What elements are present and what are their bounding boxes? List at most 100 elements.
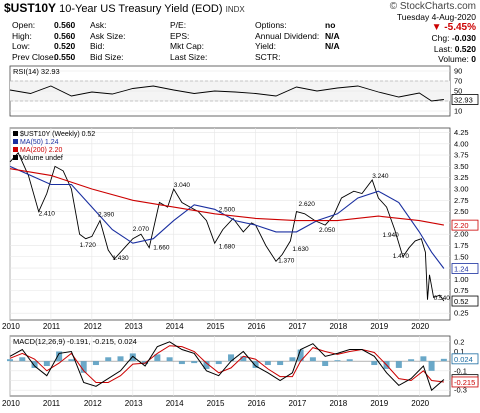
macd-histogram-bar [43,361,50,366]
y-tick-label: 2.75 [454,196,469,205]
quote-value: 0.560 [54,20,76,30]
quote-label: Ask: [90,20,107,30]
x-tick-label: 2015 [207,399,225,408]
x-tick-label: 2010 [2,322,20,331]
price-annotation: 1.660 [153,245,170,252]
quote-row: Options: no [255,20,340,31]
macd-histogram-bar [56,351,63,362]
legend-swatch [13,155,18,160]
value-tag-label: 0.52 [454,297,469,306]
x-tick-label: 2014 [166,399,184,408]
macd-histogram-bar [428,361,435,371]
macd-histogram-bar [105,357,112,362]
quote-row: EPS: [170,31,212,42]
quote-row: Mkt Cap: [170,41,212,52]
y-tick-label: 0.2 [454,337,464,346]
macd-histogram-bar [31,361,38,368]
stockcharts-logo[interactable]: © StockCharts.com [389,1,476,12]
x-tick-label: 2017 [289,322,307,331]
quote-value: 0.520 [54,41,76,51]
quote-row: Bid: [90,41,132,52]
quote-row: Open: 0.560 [12,20,75,31]
price-series-line-0 [9,151,445,302]
y-tick-label: 1.75 [454,241,469,250]
x-tick-label: 2011 [43,399,61,408]
macd-histogram-bar [252,361,259,368]
x-tick-label: 2019 [370,322,388,331]
macd-histogram-bar [371,361,378,366]
quote-row: Yield: N/A [255,41,340,52]
x-tick-label: 2010 [2,399,20,408]
exchange: INDX [225,5,245,14]
x-tick-label: 2013 [125,399,143,408]
macd-histogram-bar [191,361,198,364]
macd-histogram-bar [395,361,402,368]
macd-histogram-bar [240,356,247,362]
value-tag-label: 2.20 [454,221,469,230]
x-tick-label: 2016 [248,399,266,408]
y-tick-label: 2.00 [454,230,469,239]
macd-legend: MACD(12,26,9) -0.191, -0.215, 0.024 [13,337,137,346]
quote-value: no [325,20,336,30]
macd-histogram-bar [289,357,296,362]
macd-histogram-bar [334,360,341,362]
price-legend-entry: MA(50) 1.24 [20,139,59,146]
legend-swatch [13,147,18,152]
volume-label: Volume: [438,54,469,64]
y-tick-label: 70 [454,77,462,86]
quote-value: 0.560 [54,30,76,41]
x-tick-label: 2015 [207,322,225,331]
rsi-line [9,85,444,102]
y-tick-label: 3.25 [454,173,469,182]
macd-histogram-bar [346,359,353,362]
value-tag-box [451,263,479,274]
macd-histogram-bar [277,361,284,366]
rsi-legend: RSI(14) 32.93 [13,67,60,76]
price-annotation: 3.040 [174,182,191,189]
price-panel [9,127,451,321]
x-tick-label: 2020 [411,399,429,408]
price-annotation: 3.240 [372,173,389,180]
y-tick-label: 50 [454,87,462,96]
macd-histogram-bar [117,356,124,362]
y-tick-label: 10 [454,107,462,116]
macd-histogram-bar [228,354,235,362]
quote-value: N/A [325,41,340,51]
macd-histogram-bar [154,354,161,362]
change-label: Chg: [431,33,450,43]
quote-label: Annual Dividend: [255,30,320,41]
price-annotation: 2.050 [319,227,336,234]
y-tick-label: 3.50 [454,162,469,171]
value-tag-label: -0.215 [454,378,475,387]
macd-histogram-bar [215,361,222,365]
quote-date: Tuesday 4-Aug-2020 [396,12,476,22]
quote-row: Low: 0.520 [12,41,75,52]
quote-label: EPS: [170,30,190,41]
macd-histogram-bar [264,361,271,366]
price-legend-entry: MA(200) 2.20 [20,147,63,154]
price-annotation: 2.620 [299,201,316,208]
macd-histogram-bar [80,361,87,373]
x-tick-label: 2018 [329,399,347,408]
macd-histogram-bar [309,357,316,362]
quote-value: 0.550 [54,51,76,62]
change-value: -0.030 [451,33,476,43]
y-tick-label: 2.50 [454,207,469,216]
macd-line [9,341,445,392]
x-tick-label: 2011 [43,322,61,331]
price-annotation: 1.370 [278,258,295,265]
y-tick-label: 0.1 [454,347,464,356]
price-legend-entry: Volume undef [20,155,63,162]
value-tag-box [451,219,479,231]
quote-block-mid2: P/E: EPS: Mkt Cap: Last Size: [170,20,212,62]
x-tick-label: 2016 [248,322,266,331]
quote-block-right: Options: no Annual Dividend: N/A Yield: N/A SC… [255,20,340,62]
y-tick-label: 3.75 [454,151,469,160]
macd-histogram-bar [166,357,173,362]
price-annotation: 1.680 [219,244,236,251]
y-tick-label: -0.3 [454,386,467,395]
change-row: Chg: -0.030 [397,33,476,44]
instrument-name: 10-Year US Treasury Yield (EOD) [59,3,223,15]
